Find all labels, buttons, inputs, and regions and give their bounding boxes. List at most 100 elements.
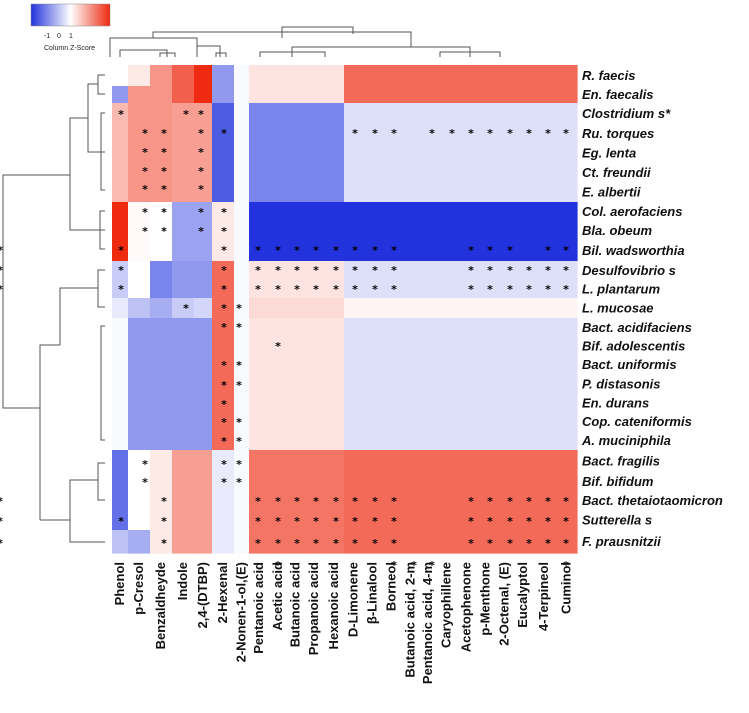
heatmap-cell (436, 318, 458, 338)
heatmap-cell (194, 472, 213, 492)
heatmap-cell (476, 431, 496, 451)
heatmap-cell (401, 374, 421, 395)
significance-star: * (161, 537, 167, 550)
significance-star: * (142, 225, 148, 238)
heatmap-cell (514, 472, 533, 492)
heatmap-cell (150, 298, 173, 319)
heatmap-cell (420, 124, 437, 144)
heatmap-cell (363, 86, 383, 104)
heatmap-cell (150, 472, 173, 492)
heatmap-cell (304, 182, 325, 203)
significance-star: * (429, 127, 435, 140)
heatmap-cell (514, 143, 533, 164)
significance-star: * (236, 379, 242, 392)
heatmap-cell (382, 298, 402, 319)
column-label: Propanoic acid (306, 562, 321, 655)
significance-star: * (275, 495, 281, 508)
heatmap-cell (556, 182, 578, 203)
significance-star: * (526, 127, 532, 140)
significance-star: * (275, 340, 281, 353)
heatmap-cell (112, 124, 129, 144)
heatmap-cell (249, 240, 270, 262)
heatmap-cell (495, 240, 515, 262)
heatmap-cell (457, 491, 477, 511)
heatmap-cell (234, 491, 250, 511)
heatmap-cell (212, 163, 235, 183)
significance-star: * (294, 495, 300, 508)
heatmap-cell (150, 182, 173, 203)
heatmap-cell (269, 491, 288, 511)
heatmap-cell (172, 318, 195, 338)
heatmap-cell (363, 491, 383, 511)
heatmap-cell (495, 103, 515, 125)
heatmap-cell (212, 280, 235, 299)
significance-star: * (487, 244, 493, 257)
significance-star: * (563, 495, 569, 508)
dendrogram-branch (69, 479, 105, 543)
heatmap-cell (287, 163, 305, 183)
significance-star: * (487, 264, 493, 277)
column-dendrogram (109, 26, 501, 57)
heatmap-cell (287, 280, 305, 299)
heatmap-cell (457, 143, 477, 164)
significance-star: * (333, 283, 339, 296)
significance-star: * (0, 0, 3, 3)
heatmap-cell (495, 337, 515, 356)
significance-star: * (507, 283, 513, 296)
heatmap-cell (128, 318, 151, 338)
heatmap-cell (457, 394, 477, 413)
significance-star: * (142, 476, 148, 489)
significance-star: * (198, 127, 204, 140)
heatmap-cell (457, 261, 477, 281)
row-label: Sutterella s (582, 513, 652, 528)
heatmap-cell (234, 65, 250, 87)
significance-star: * (142, 165, 148, 178)
heatmap-cell (324, 298, 345, 319)
significance-star: * (563, 264, 569, 277)
significance-star: * (313, 495, 319, 508)
heatmap-cell (363, 298, 383, 319)
heatmap-cell (249, 86, 270, 104)
heatmap-cell (172, 124, 195, 144)
heatmap-cell (194, 103, 213, 125)
significance-star: * (236, 359, 242, 372)
significance-star: * (236, 321, 242, 334)
significance-star: * (275, 537, 281, 550)
heatmap-cell (344, 318, 364, 338)
heatmap-cell (112, 355, 129, 375)
significance-star: * (221, 435, 227, 448)
significance-star: * (236, 458, 242, 471)
heatmap-cell (532, 182, 557, 203)
heatmap-cell (476, 202, 496, 222)
heatmap-cell (457, 124, 477, 144)
significance-star: * (526, 0, 532, 3)
heatmap-cell (556, 103, 578, 125)
heatmap-cell (212, 124, 235, 144)
heatmap-cell (324, 143, 345, 164)
heatmap-cell (344, 221, 364, 241)
significance-star: * (275, 244, 281, 257)
significance-star: * (313, 0, 319, 3)
heatmap-cell (382, 240, 402, 262)
heatmap-cell (532, 280, 557, 299)
row-label: En. faecalis (582, 87, 654, 102)
significance-star: * (545, 127, 551, 140)
column-label: Benzaldheyde (153, 562, 168, 649)
significance-star: * (161, 146, 167, 159)
heatmap-cell (344, 163, 364, 183)
heatmap-cell (324, 355, 345, 375)
significance-star: * (333, 264, 339, 277)
heatmap-cell (249, 65, 270, 87)
heatmap-cell (212, 472, 235, 492)
heatmap-cell (344, 394, 364, 413)
heatmap-cell (194, 86, 213, 104)
significance-star: * (391, 283, 397, 296)
color-key: -1 0 1 Column Z-Score (30, 3, 111, 52)
heatmap-cell (495, 221, 515, 241)
row-label: En. durans (582, 396, 649, 411)
heatmap-cell (150, 412, 173, 432)
significance-star: * (352, 283, 358, 296)
significance-star: * (333, 515, 339, 528)
heatmap-cell (128, 124, 151, 144)
heatmap-cell (436, 65, 458, 87)
